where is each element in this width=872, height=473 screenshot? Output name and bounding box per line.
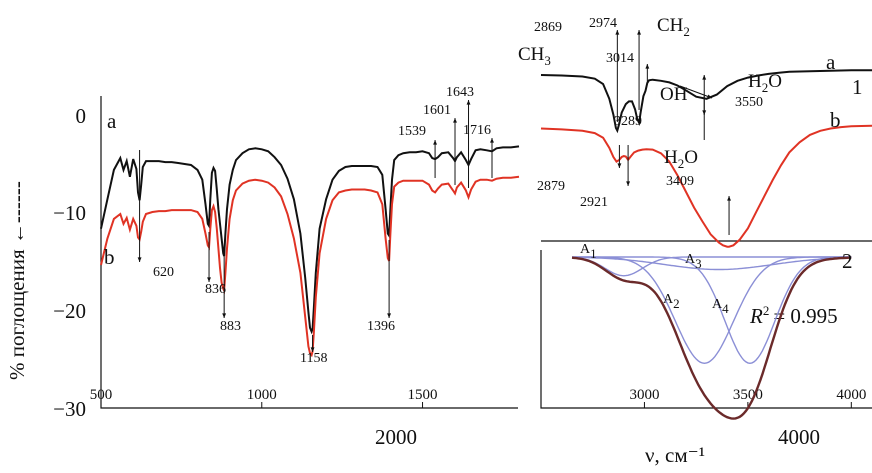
annotation-arrowhead — [207, 277, 211, 282]
right-curve-label-1: 1 — [852, 75, 863, 99]
molecule-ch3: CH3 — [518, 44, 551, 68]
peak-label-2974: 2974 — [589, 16, 617, 31]
y-tick-minus-20: −20 — [53, 299, 86, 323]
annotation-arrowhead — [707, 94, 712, 99]
molecule-oh: OH — [660, 84, 688, 105]
left-tick-label: 1500 — [408, 387, 438, 403]
left-tick-label: 1000 — [247, 387, 277, 403]
component-label-a2: A2 — [663, 292, 680, 311]
right-curve-label-b: b — [830, 108, 841, 132]
left-series-b — [100, 175, 520, 358]
annotation-arrowhead — [433, 140, 438, 145]
molecule-ch2: CH2 — [657, 15, 690, 39]
right-series-b — [540, 124, 872, 248]
peak-label-1601: 1601 — [423, 103, 451, 118]
left-curve-label-b: b — [104, 245, 115, 269]
svg-text:ν, см⁻¹: ν, см⁻¹ — [645, 443, 705, 467]
annotation-arrowhead — [615, 30, 620, 35]
annotation-arrowhead — [626, 181, 631, 186]
right-series-a — [540, 69, 872, 134]
y-tick-minus-30: −30 — [53, 397, 86, 421]
annotation-arrowhead — [137, 257, 142, 262]
annotation-arrowhead — [702, 75, 707, 80]
annotation-arrowhead — [702, 110, 707, 115]
peak-label-3550: 3550 — [735, 95, 763, 110]
right-tick-label: 4000 — [836, 387, 866, 403]
component-A4 — [572, 256, 852, 365]
peak-label-3409: 3409 — [666, 174, 694, 189]
outer-x-tick-2000: 2000 — [375, 425, 417, 449]
peak-label-883: 883 — [220, 319, 241, 334]
y-tick-minus-10: −10 — [53, 201, 86, 225]
spectra-curves — [100, 69, 872, 420]
x-axis-label: ν, см⁻¹ — [645, 443, 705, 467]
deconvolution-label-2: 2 — [842, 249, 853, 273]
peak-label-1643: 1643 — [446, 85, 474, 100]
peak-label-836: 836 — [205, 282, 226, 297]
annotation-arrowhead — [490, 138, 494, 143]
y-axis-label: % поглощения ←------ — [5, 181, 29, 380]
right-panel-frame — [540, 250, 872, 409]
component-A3 — [572, 256, 852, 271]
annotation-arrow — [679, 85, 713, 99]
annotation-arrowhead — [617, 163, 622, 168]
peak-label-620: 620 — [153, 265, 174, 280]
peak-label-1539: 1539 — [398, 124, 426, 139]
component-label-a1: A1 — [580, 242, 597, 261]
annotation-arrowhead — [387, 313, 392, 318]
peak-label-1396: 1396 — [367, 319, 395, 334]
molecule-h2o-upper: H2O — [748, 71, 782, 95]
y-tick-0: 0 — [76, 104, 87, 128]
component-label-a3: A3 — [685, 252, 702, 271]
left-tick-label: 500 — [90, 387, 113, 403]
peak-label-1158: 1158 — [300, 351, 327, 366]
right-x-ticks: 3000 3500 4000 — [629, 387, 866, 408]
annotation-arrowhead — [453, 118, 457, 123]
left-series-a — [100, 145, 520, 335]
right-tick-label: 3000 — [629, 387, 659, 403]
annotation-arrowhead — [727, 196, 731, 201]
right-curve-label-a: a — [826, 50, 836, 74]
peak-label-3289: 3289 — [614, 114, 642, 129]
peak-label-2921: 2921 — [580, 195, 608, 210]
peak-label-2879: 2879 — [537, 179, 565, 194]
annotation-arrowhead — [466, 100, 471, 105]
peak-label-1716: 1716 — [463, 123, 491, 138]
deconvolution-envelope — [571, 256, 852, 420]
molecule-h2o-lower: H2O — [664, 147, 698, 171]
peak-label-3014: 3014 — [606, 51, 634, 66]
peak-annotations: 620 836 883 1158 1396 1539 1601 1643 1716 2869 297… — [137, 16, 763, 366]
annotation-arrowhead — [222, 313, 227, 318]
peak-label-2869: 2869 — [534, 20, 562, 35]
annotation-arrowhead — [645, 64, 650, 69]
r-squared-label: R2 = 0.995 — [749, 303, 838, 328]
component-label-a4: A4 — [712, 297, 729, 316]
outer-x-tick-4000: 4000 — [778, 425, 820, 449]
left-x-ticks: 500 1000 1500 — [90, 387, 438, 408]
component-A2 — [572, 256, 852, 365]
annotation-arrowhead — [310, 347, 315, 352]
left-curve-label-a: a — [107, 109, 117, 133]
annotation-arrowhead — [637, 30, 642, 35]
right-tick-label: 3500 — [733, 387, 763, 403]
